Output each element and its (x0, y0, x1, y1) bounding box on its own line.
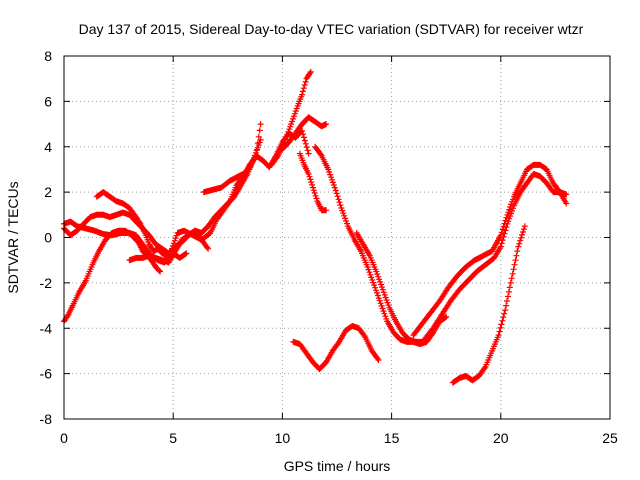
x-tick-label: 15 (384, 430, 400, 446)
data-point-markers (93, 189, 190, 261)
y-tick-label: 8 (44, 48, 52, 64)
x-tick-label: 20 (493, 430, 509, 446)
data-point-markers (290, 323, 382, 373)
series-trace-f (200, 121, 264, 196)
data-point-markers (421, 171, 570, 343)
y-tick-label: -6 (40, 366, 53, 382)
series-trace-l (410, 161, 570, 339)
y-tick-label: 2 (44, 184, 52, 200)
grid-lines (64, 56, 610, 419)
series-trace-o (449, 223, 528, 386)
series-trace-k (353, 230, 432, 345)
chart-title: Day 137 of 2015, Sidereal Day-to-day VTE… (79, 21, 584, 37)
data-series-layer (61, 68, 570, 386)
y-tick-label: 6 (44, 93, 52, 109)
series-trace-d (93, 189, 190, 261)
data-point-markers (353, 230, 432, 345)
y-tick-label: 4 (44, 139, 52, 155)
series-trace-i (296, 150, 330, 214)
x-axis-label: GPS time / hours (284, 458, 391, 474)
x-tick-label: 10 (275, 430, 291, 446)
x-tick-label: 5 (169, 430, 177, 446)
x-tick-label: 25 (602, 430, 618, 446)
series-trace-g (268, 68, 314, 168)
data-point-markers (296, 150, 330, 214)
y-tick-label: -8 (40, 411, 53, 427)
y-tick-label: -4 (40, 320, 53, 336)
y-tick-label: -2 (40, 275, 53, 291)
series-trace-n (290, 323, 382, 373)
x-tick-label: 0 (60, 430, 68, 446)
series-trace-m (421, 171, 570, 343)
series-trace-e (126, 136, 264, 266)
y-axis-label: SDTVAR / TECUs (5, 181, 21, 293)
series-trace-h (279, 114, 330, 152)
data-point-markers (268, 68, 314, 168)
axis-ticks: 0 5 10 15 20 25 -8 -6 -4 -2 0 2 4 6 8 (40, 48, 618, 446)
data-point-markers (410, 161, 570, 339)
data-point-markers (279, 114, 330, 152)
data-point-markers (449, 223, 528, 386)
y-tick-label: 0 (44, 230, 52, 246)
data-point-markers (200, 121, 264, 196)
data-point-markers (126, 136, 264, 266)
